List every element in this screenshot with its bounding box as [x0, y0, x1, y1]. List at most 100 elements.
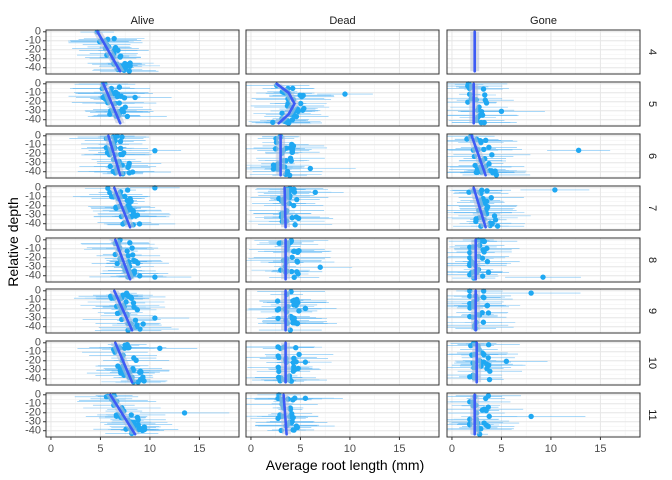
data-point: [486, 144, 492, 151]
column-strip-dead: Dead: [246, 10, 439, 30]
y-tick-label: -30: [25, 261, 41, 273]
data-point: [481, 146, 487, 153]
data-point: [125, 164, 131, 171]
x-tick-label: 10: [545, 443, 557, 455]
panel-grid: [46, 30, 239, 74]
panel-gone-10: [446, 340, 641, 386]
data-point: [478, 108, 485, 115]
smooth-trend-line: [283, 186, 287, 229]
panel-gone-7: [446, 185, 641, 231]
y-tick-label: 0: [35, 337, 41, 349]
data-point: [290, 85, 296, 92]
data-point: [296, 351, 302, 358]
data-point: [288, 268, 295, 275]
data-point: [130, 365, 136, 372]
row-strip-7: 7: [646, 205, 658, 211]
column-strip-background: [246, 10, 439, 30]
panel-border: [446, 237, 641, 283]
x-axis-title: Average root length (mm): [266, 457, 424, 473]
data-point: [152, 274, 158, 280]
panel-background: [46, 238, 239, 282]
y-tick-label: -10: [25, 87, 41, 99]
data-point: [117, 54, 123, 60]
smooth-trend-line: [282, 393, 288, 436]
data-point: [483, 407, 489, 414]
data-point: [299, 93, 305, 100]
data-point: [494, 223, 501, 229]
y-tick-label: -30: [25, 364, 41, 376]
column-strips: Alive Dead Gone: [46, 10, 640, 30]
panel-border: [446, 288, 641, 334]
row-strip-label: 9: [646, 308, 658, 314]
data-point: [294, 259, 301, 265]
data-point: [302, 359, 309, 365]
panel-border: [245, 340, 440, 386]
panel-border: [245, 29, 440, 75]
data-point: [467, 244, 473, 250]
data-point: [116, 84, 123, 90]
data-point: [290, 320, 296, 326]
data-point: [270, 119, 276, 126]
data-point: [482, 92, 488, 98]
row-strip-4: 4: [646, 49, 658, 55]
y-tick-label: -20: [25, 407, 41, 419]
data-point: [307, 165, 314, 172]
y-tick-label: -30: [25, 416, 41, 428]
row-strip-9: 9: [646, 308, 658, 314]
data-point: [503, 358, 510, 364]
y-tick-label: -20: [25, 96, 41, 108]
panel-border: [245, 392, 440, 438]
panel-border: [45, 340, 240, 386]
panel-alive-7: [45, 185, 240, 231]
panel-border: [446, 392, 641, 438]
row-strips: 4 5 6 7 8 9 10 11: [646, 49, 658, 421]
data-point: [488, 168, 495, 174]
panel-background: [246, 30, 439, 74]
data-point: [105, 185, 111, 191]
row-strip-label: 11: [646, 409, 658, 420]
panel-border: [245, 133, 440, 179]
y-tick-label: -40: [25, 373, 41, 385]
x-tick-label: 0: [48, 443, 54, 455]
data-point: [119, 151, 126, 158]
data-point: [152, 147, 158, 154]
y-tick-label: -20: [25, 303, 41, 315]
y-tick-label: 0: [35, 130, 41, 142]
panel-border: [45, 392, 240, 438]
panel-alive-11: [45, 392, 240, 438]
x-tick-label: 10: [344, 443, 356, 455]
data-point: [302, 395, 309, 401]
data-point: [293, 345, 299, 351]
smooth-trend-line: [114, 341, 134, 384]
data-point: [479, 407, 486, 413]
y-tick-label: -30: [25, 312, 41, 324]
panel-dead-10: [245, 340, 440, 386]
data-point: [152, 315, 158, 321]
panel-gone-5: [446, 81, 641, 127]
panel-border: [446, 133, 641, 179]
data-point: [128, 412, 134, 418]
data-point: [485, 423, 491, 430]
panel-gone-9: [446, 288, 641, 334]
column-strip-gone: Gone: [447, 10, 640, 30]
data-point: [276, 354, 282, 361]
data-point: [479, 187, 485, 193]
data-point: [485, 355, 491, 361]
data-point: [295, 215, 302, 222]
data-point: [528, 290, 534, 296]
data-point: [465, 99, 471, 105]
x-tick-label: 15: [393, 443, 405, 455]
data-point: [486, 376, 493, 383]
data-point: [294, 320, 301, 327]
panel-grid: [246, 289, 439, 333]
panel-border: [45, 81, 240, 127]
data-point: [498, 108, 505, 115]
y-tick-label: -30: [25, 157, 41, 169]
panel-dead-4: [245, 29, 440, 75]
data-point: [290, 298, 296, 304]
y-tick-label: -10: [25, 294, 41, 306]
data-point: [289, 254, 295, 261]
column-strip-background: [46, 10, 239, 30]
data-point: [157, 345, 163, 352]
